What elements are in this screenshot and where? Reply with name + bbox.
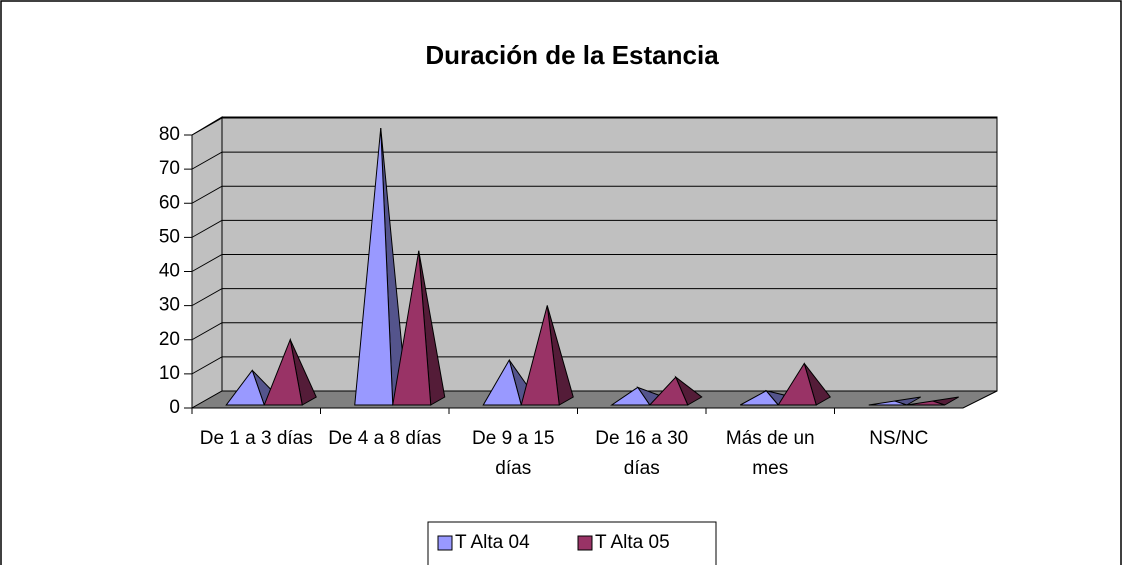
- y-tick-label: 60: [159, 192, 180, 213]
- pyramid-front: [648, 376, 689, 406]
- x-tick-label: NS/NC: [869, 428, 929, 449]
- pyramid-front: [520, 305, 560, 406]
- pyramid-front: [225, 369, 265, 406]
- x-tick-label: De 4 a 8 días: [328, 428, 442, 449]
- pyramid: [648, 375, 703, 406]
- pyramid-front: [610, 386, 651, 406]
- grid-line: [191, 151, 997, 170]
- grid-line: [191, 185, 997, 204]
- pyramid: [520, 305, 574, 406]
- grid-line: [191, 219, 997, 238]
- pyramid-front: [392, 250, 432, 406]
- pyramid-front: [740, 390, 780, 406]
- pyramid: [777, 362, 831, 406]
- pyramid-front: [263, 337, 303, 406]
- chart-title: Duración de la Estancia: [425, 40, 719, 70]
- y-tick-label: 0: [169, 397, 180, 418]
- y-tick-label: 10: [159, 363, 180, 384]
- x-tick-label: De 16 a 30 días: [595, 428, 689, 479]
- pyramid: [906, 396, 959, 406]
- grid-line: [191, 322, 997, 341]
- legend-label: T Alta 05: [595, 532, 670, 553]
- grid-line: [191, 117, 997, 136]
- legend-swatch: [437, 535, 453, 551]
- pyramid-front: [906, 400, 945, 406]
- legend-swatch: [577, 535, 593, 551]
- grid-line: [191, 356, 997, 375]
- pyramid: [392, 250, 446, 406]
- x-tick-label: De 1 a 3 días: [199, 428, 313, 449]
- y-tick-label: 40: [159, 261, 180, 282]
- pyramid: [263, 337, 317, 406]
- y-tick-label: 30: [159, 295, 180, 316]
- pyramid-front: [482, 358, 522, 406]
- legend-box: [427, 521, 717, 565]
- grid-line: [191, 288, 997, 307]
- pyramid: [868, 396, 921, 406]
- y-tick-label: 20: [159, 329, 180, 350]
- x-tick-label: De 9 a 15 días: [472, 428, 555, 479]
- legend-label: T Alta 04: [455, 532, 530, 553]
- x-tick-label: Más de un mes: [725, 428, 815, 479]
- grid-line: [191, 254, 997, 272]
- pyramid-front: [868, 400, 907, 406]
- pyramid-front: [354, 127, 394, 406]
- y-tick-label: 70: [159, 158, 180, 179]
- pyramid-front: [777, 362, 817, 406]
- y-tick-label: 80: [159, 124, 180, 145]
- pyramid: [740, 389, 794, 406]
- y-tick-label: 50: [159, 226, 180, 247]
